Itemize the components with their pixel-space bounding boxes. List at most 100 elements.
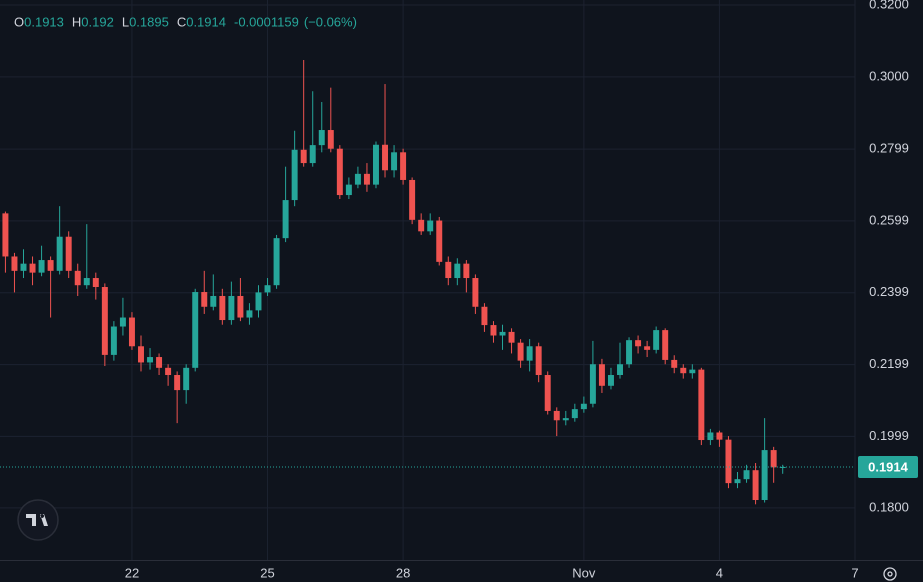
candle-body xyxy=(662,330,669,360)
candle-body xyxy=(580,403,587,410)
candle-body xyxy=(336,148,343,196)
candle-body xyxy=(219,295,226,321)
y-tick-label: 0.2799 xyxy=(869,141,909,156)
legend-text: O xyxy=(14,14,24,29)
y-tick-label: 0.2199 xyxy=(869,356,909,371)
candle-body xyxy=(92,278,99,288)
logo[interactable] xyxy=(17,499,59,541)
legend-text: L xyxy=(122,14,129,29)
candle-body xyxy=(318,130,325,146)
candle-body xyxy=(689,369,696,374)
candle-body xyxy=(110,326,117,355)
x-tick-label: 22 xyxy=(125,565,139,580)
candle-body xyxy=(165,367,172,376)
candle-body xyxy=(598,364,605,386)
candle-body xyxy=(752,470,759,501)
candle-body xyxy=(761,450,768,501)
candle-body xyxy=(309,145,316,164)
candle-body xyxy=(2,213,9,257)
y-tick-label: 0.3000 xyxy=(869,68,909,83)
candle-body xyxy=(427,220,434,232)
candle-body xyxy=(562,418,569,421)
x-tick-label: Nov xyxy=(572,565,596,580)
candle-body xyxy=(345,184,352,196)
candle-body xyxy=(571,409,578,419)
legend-text: 0.1914 xyxy=(186,14,226,29)
candle-body xyxy=(418,219,425,232)
candle-body xyxy=(47,260,54,271)
candle-body xyxy=(354,173,361,185)
candle-body xyxy=(228,295,235,321)
x-tick-label: 28 xyxy=(396,565,410,580)
legend-text: (−0.06%) xyxy=(304,14,357,29)
candle-body xyxy=(11,256,18,271)
candle-body xyxy=(183,367,190,391)
candle-body xyxy=(363,173,370,185)
candle-body xyxy=(472,278,479,307)
candle-body xyxy=(680,367,687,374)
last-price-box xyxy=(858,455,918,478)
candle-body xyxy=(517,342,524,361)
candle-body xyxy=(725,439,732,484)
legend-text: C xyxy=(177,14,186,29)
candle-body xyxy=(553,410,560,421)
y-tick-label: 0.1999 xyxy=(869,428,909,443)
candle-body xyxy=(273,238,280,286)
candle-body xyxy=(201,292,208,307)
candle-body xyxy=(56,236,63,271)
candle-body xyxy=(264,285,271,293)
candle-body xyxy=(436,220,443,262)
x-tick-label: 7 xyxy=(851,565,858,580)
candle-body xyxy=(119,317,126,327)
candle-body xyxy=(373,144,379,185)
candle-body xyxy=(454,263,461,279)
candle-body xyxy=(589,364,596,404)
candle-body xyxy=(382,144,389,171)
settings-icon[interactable] xyxy=(883,567,897,581)
candle-body xyxy=(101,287,108,355)
candle-body xyxy=(779,466,786,468)
candle-body xyxy=(445,261,452,279)
y-tick-label: 0.2599 xyxy=(869,212,909,227)
candle-body xyxy=(138,346,144,363)
candle-body xyxy=(409,179,416,220)
candle-body xyxy=(210,295,217,307)
y-tick-label: 0.1800 xyxy=(869,499,909,514)
legend-text: 0.192 xyxy=(81,14,114,29)
candle-body xyxy=(617,364,623,376)
last-price-label: 0.1914 xyxy=(868,459,909,474)
candle-body xyxy=(707,432,714,441)
candle-body xyxy=(481,306,488,326)
candles xyxy=(2,59,786,505)
x-tick-label: 4 xyxy=(716,565,723,580)
candle-body xyxy=(770,450,777,468)
candle-body xyxy=(327,130,334,149)
candle-body xyxy=(237,295,244,318)
candle-body xyxy=(463,263,470,279)
candle-body xyxy=(174,375,181,391)
candle-body xyxy=(147,357,154,363)
candle-body xyxy=(508,331,515,343)
candle-body xyxy=(743,470,750,480)
candle-body xyxy=(644,346,651,350)
candle-body xyxy=(156,357,163,368)
candle-body xyxy=(400,152,407,180)
candle-body xyxy=(128,317,135,347)
candle-body xyxy=(255,292,262,311)
candle-body xyxy=(391,152,398,171)
candle-body xyxy=(20,263,27,271)
candle-body xyxy=(74,270,81,286)
legend-text: 0.1895 xyxy=(129,14,169,29)
candle-body xyxy=(499,331,506,336)
candle-body xyxy=(716,432,723,440)
candle-body xyxy=(635,340,642,347)
legend-text: 0.1913 xyxy=(24,14,64,29)
candle-body xyxy=(653,330,660,350)
candle-body xyxy=(698,369,705,441)
candle-body xyxy=(65,236,72,271)
candle-body xyxy=(29,263,36,273)
